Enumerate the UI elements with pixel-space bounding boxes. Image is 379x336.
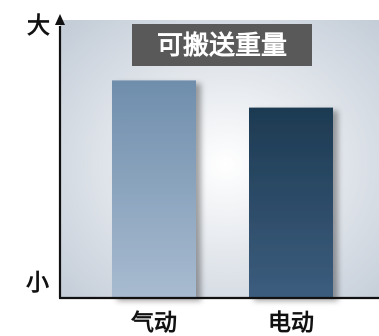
bar-electric [249, 107, 333, 298]
chart-title: 可搬送重量 [157, 30, 287, 61]
x-tick-label: 电动 [268, 310, 314, 336]
x-tick-labels: 气动 电动 [130, 309, 314, 336]
bar-pneumatic [112, 80, 196, 299]
x-tick-label: 气动 [130, 309, 177, 336]
y-axis-bottom-label: 小 [26, 270, 49, 296]
y-axis-top-label: 大 [27, 13, 50, 39]
bars-group [112, 80, 333, 299]
y-axis-arrow [55, 14, 65, 25]
chart-title-background [132, 24, 312, 66]
